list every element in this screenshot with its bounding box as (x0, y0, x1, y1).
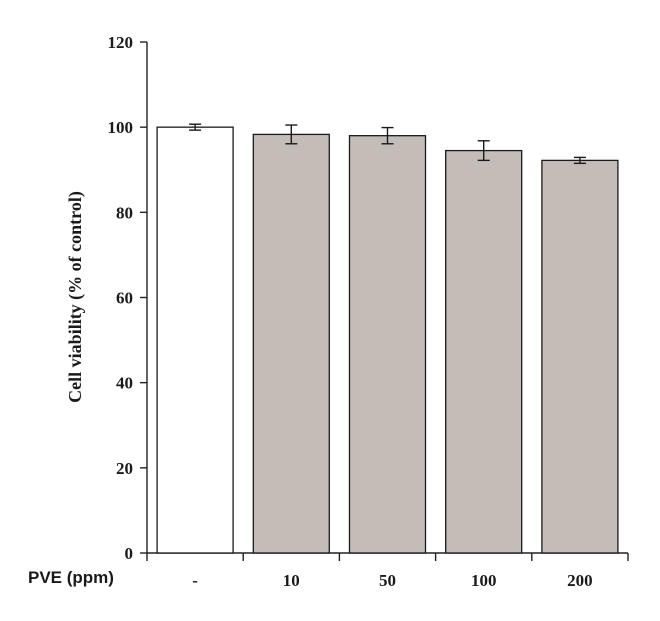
x-tick-label-3: 50 (379, 571, 396, 590)
x-axis-group-label: PVE (ppm) (28, 568, 114, 587)
y-tick-label: 80 (116, 203, 133, 222)
x-tick-label-2: 10 (283, 571, 300, 590)
x-tick-label-4: 100 (471, 571, 497, 590)
y-tick-label: 20 (116, 459, 133, 478)
x-tick-label-1: - (192, 571, 198, 590)
y-tick-label: 60 (116, 289, 133, 308)
bar-5 (541, 159, 619, 554)
bar-1 (156, 126, 234, 554)
bar-2 (252, 133, 330, 554)
x-tick-label-5: 200 (567, 571, 593, 590)
y-axis-title: Cell viability (% of control) (65, 191, 86, 403)
bar-3 (348, 135, 427, 554)
y-axis: 0 20 40 60 80 100 120 (108, 33, 148, 563)
x-axis: - 10 50 100 200 (146, 552, 629, 590)
bars (156, 123, 619, 554)
y-tick-label: 0 (125, 544, 134, 563)
y-tick-label: 40 (116, 374, 133, 393)
y-tick-label: 100 (108, 118, 134, 137)
bar-4 (445, 149, 523, 554)
y-tick-label: 120 (108, 33, 134, 52)
